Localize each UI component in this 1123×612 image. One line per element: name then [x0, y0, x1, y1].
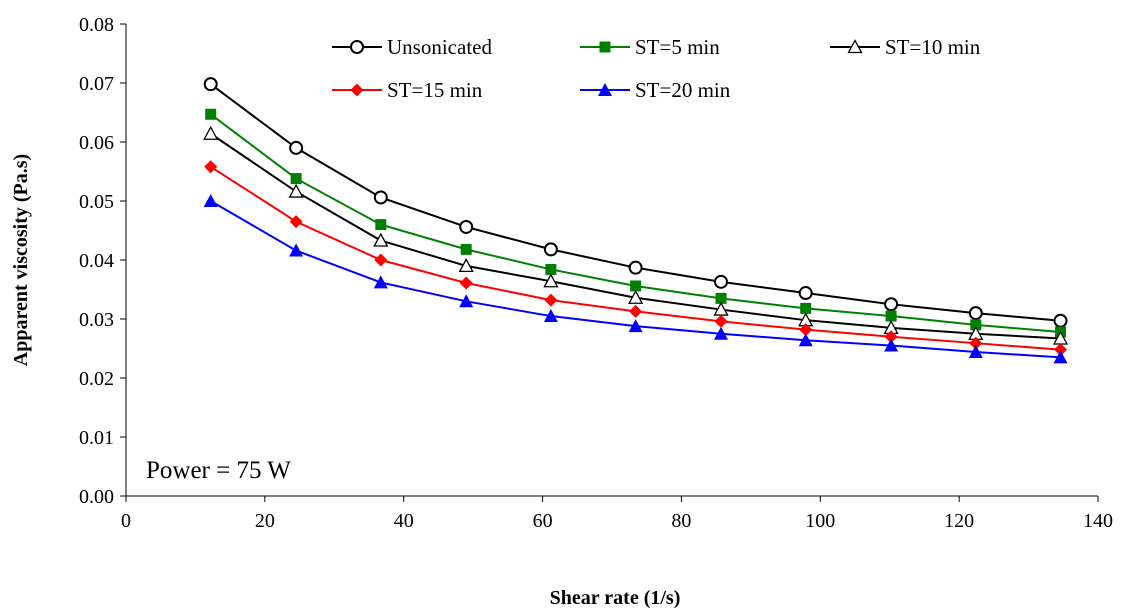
axes — [120, 23, 1099, 502]
data-point — [714, 274, 729, 289]
series-st-15-min — [204, 160, 1068, 357]
data-point — [373, 232, 389, 247]
x-tick-label: 120 — [944, 510, 974, 532]
legend-label: ST=5 min — [635, 35, 720, 59]
y-tick-label: 0.01 — [79, 427, 114, 449]
data-point — [798, 286, 813, 301]
series-unsonicated — [203, 77, 1068, 328]
data-point — [968, 345, 983, 359]
data-point — [288, 183, 304, 198]
data-point — [373, 190, 388, 205]
y-tick-label: 0.06 — [79, 132, 114, 154]
y-tick-labels: 0.00 0.01 0.02 0.03 0.04 0.05 0.06 0.07 0.08 — [79, 14, 114, 508]
data-point — [715, 292, 727, 304]
data-point — [460, 243, 472, 255]
data-point — [628, 260, 643, 275]
legend-item: ST=5 min — [580, 35, 720, 59]
data-point — [374, 253, 388, 267]
legend-item: ST=15 min — [332, 78, 483, 102]
data-point — [545, 263, 557, 275]
data-point — [884, 330, 898, 344]
legend-marker — [350, 40, 364, 54]
data-point — [799, 323, 813, 337]
data-point — [289, 243, 304, 257]
legend-item: ST=10 min — [830, 35, 981, 59]
data-point — [1053, 350, 1068, 364]
data-point — [1054, 343, 1068, 357]
x-tick-labels: 0 20 40 60 80 100 120 140 — [121, 510, 1113, 532]
y-tick-label: 0.00 — [79, 486, 114, 508]
legend-marker — [598, 83, 612, 96]
x-tick-label: 0 — [121, 510, 131, 532]
y-tick-label: 0.03 — [79, 309, 114, 331]
x-tick-label: 40 — [394, 510, 414, 532]
data-point — [205, 108, 217, 120]
legend-item: ST=20 min — [580, 78, 731, 102]
legend-label: ST=10 min — [885, 35, 981, 59]
data-point — [628, 319, 643, 333]
data-point — [544, 293, 558, 307]
y-tick-label: 0.08 — [79, 14, 114, 36]
data-point — [630, 280, 642, 292]
data-point — [543, 242, 558, 257]
legend-marker — [599, 41, 611, 53]
y-axis-title: Apparent viscosity (Pa.s) — [10, 154, 32, 366]
data-point — [714, 314, 728, 328]
data-point — [459, 276, 473, 290]
data-point — [289, 140, 304, 155]
data-point — [884, 338, 899, 352]
data-point — [968, 306, 983, 321]
y-tick-label: 0.04 — [79, 250, 114, 272]
legend-marker — [847, 39, 863, 54]
annotation-power: Power = 75 W — [146, 457, 291, 484]
legend-label: ST=15 min — [387, 78, 483, 102]
series-layer — [203, 77, 1069, 364]
series-st-10-min — [203, 125, 1069, 345]
data-point — [203, 194, 218, 207]
data-point — [714, 326, 729, 340]
data-point — [798, 333, 813, 347]
data-point — [204, 160, 218, 174]
data-point — [970, 319, 982, 331]
x-tick-label: 140 — [1083, 510, 1113, 532]
data-point — [459, 294, 474, 308]
data-point — [800, 302, 812, 314]
data-point — [289, 215, 303, 229]
series-st-20-min — [203, 194, 1068, 364]
x-tick-label: 60 — [533, 510, 553, 532]
legend-label: Unsonicated — [387, 35, 492, 59]
data-point — [203, 77, 218, 92]
data-point — [543, 273, 559, 288]
data-point — [290, 173, 302, 185]
legend-marker — [350, 83, 364, 97]
legend-label: ST=20 min — [635, 78, 731, 102]
x-tick-label: 20 — [255, 510, 275, 532]
data-point — [628, 289, 644, 304]
legend: Unsonicated ST=5 min ST=10 min ST=15 min ST=… — [332, 35, 981, 102]
legend-item: Unsonicated — [332, 35, 492, 59]
data-point — [203, 125, 219, 140]
data-point — [629, 304, 643, 318]
x-axis-title: Shear rate (1/s) — [550, 587, 681, 609]
data-point — [458, 258, 474, 273]
data-point — [885, 310, 897, 322]
data-point — [1053, 313, 1068, 328]
data-point — [375, 219, 387, 231]
y-tick-label: 0.07 — [79, 73, 114, 95]
y-tick-label: 0.05 — [79, 191, 114, 213]
y-tick-label: 0.02 — [79, 368, 114, 390]
x-tick-label: 100 — [805, 510, 835, 532]
x-tick-label: 80 — [671, 510, 691, 532]
data-point — [459, 219, 474, 234]
data-point — [543, 309, 558, 323]
data-point — [884, 297, 899, 312]
data-point — [373, 275, 388, 289]
data-point — [969, 336, 983, 350]
series-line — [210, 200, 1061, 359]
